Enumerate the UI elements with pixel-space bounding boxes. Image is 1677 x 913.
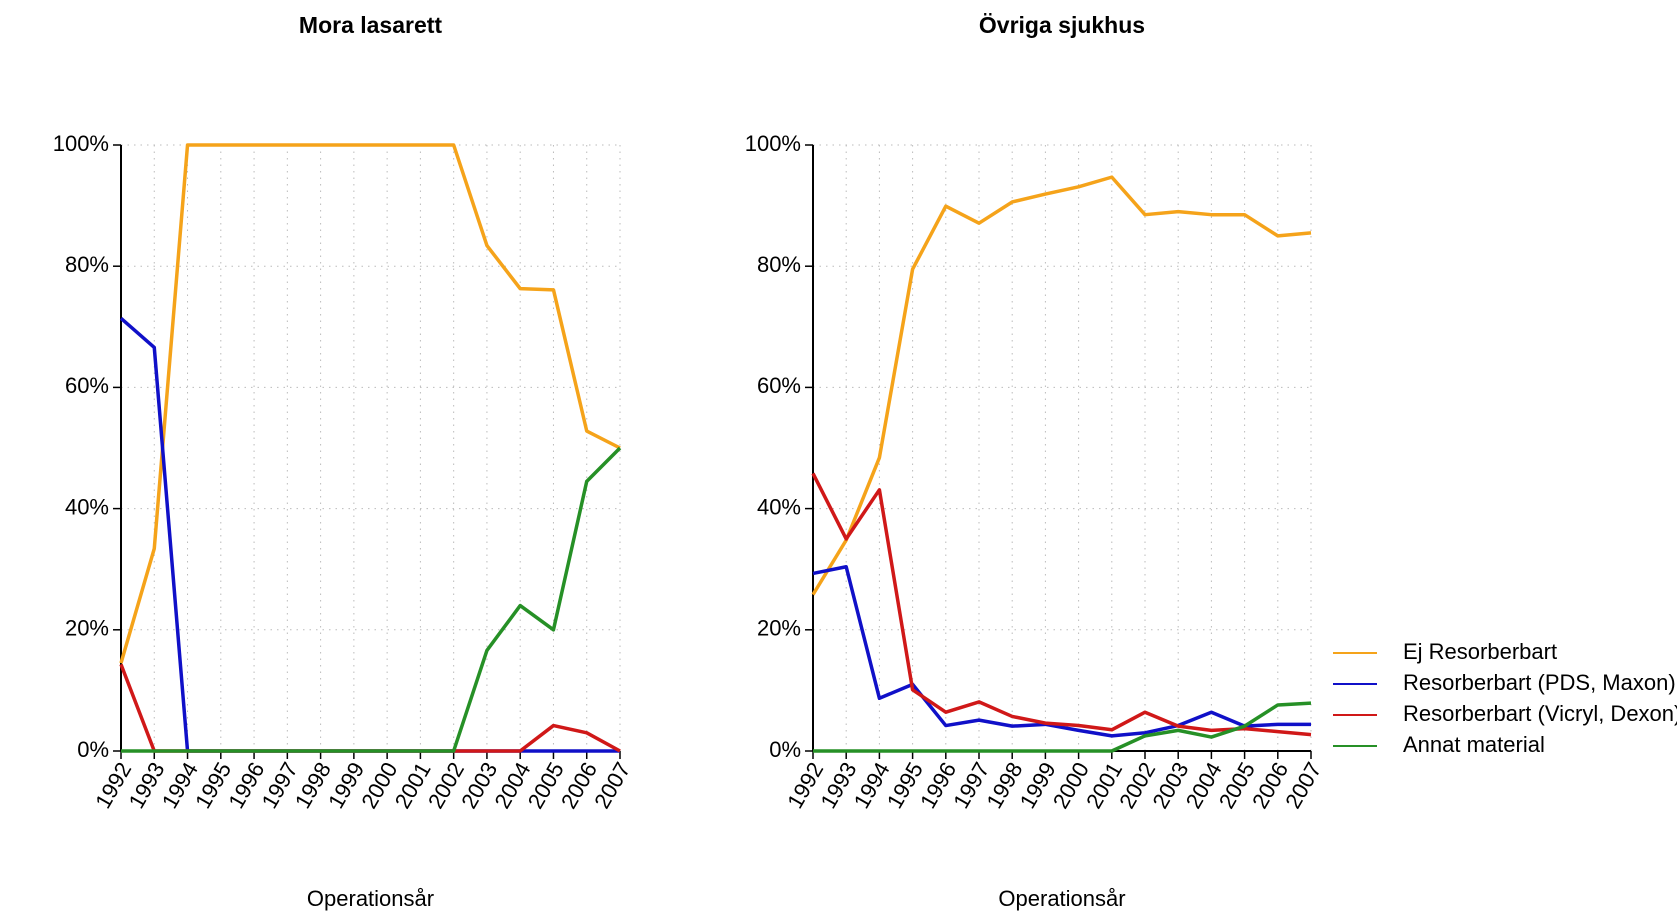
y-tick-label: 20% <box>757 616 801 641</box>
line <box>121 446 622 753</box>
chart-title: Övriga sjukhus <box>979 12 1145 38</box>
legend-label: Annat material <box>1403 732 1545 757</box>
line <box>813 701 1312 753</box>
line <box>811 175 1312 596</box>
y-tick-label: 100% <box>53 131 109 156</box>
y-tick-label: 0% <box>769 737 801 762</box>
y-tick-label: 60% <box>757 373 801 398</box>
line <box>119 663 621 753</box>
y-tick-label: 80% <box>757 252 801 277</box>
x-tick-label: 2007 <box>589 758 635 813</box>
legend-label: Resorberbart (Vicryl, Dexon) <box>1403 701 1677 726</box>
x-tick-label: 2007 <box>1280 758 1326 813</box>
line <box>812 565 1311 738</box>
legend-label: Ej Resorberbart <box>1403 639 1557 664</box>
y-tick-label: 0% <box>77 737 109 762</box>
legend-label: Resorberbart (PDS, Maxon) <box>1403 670 1676 695</box>
y-tick-label: 100% <box>745 131 801 156</box>
chart-title: Mora lasarett <box>299 12 443 38</box>
x-axis-label: Operationsår <box>998 886 1125 911</box>
line <box>119 316 620 753</box>
y-tick-label: 60% <box>65 373 109 398</box>
y-tick-label: 40% <box>757 494 801 519</box>
line <box>119 143 621 664</box>
y-tick-label: 20% <box>65 616 109 641</box>
x-axis-label: Operationsår <box>307 886 434 911</box>
line <box>811 472 1312 737</box>
y-tick-label: 80% <box>65 252 109 277</box>
y-tick-label: 40% <box>65 494 109 519</box>
